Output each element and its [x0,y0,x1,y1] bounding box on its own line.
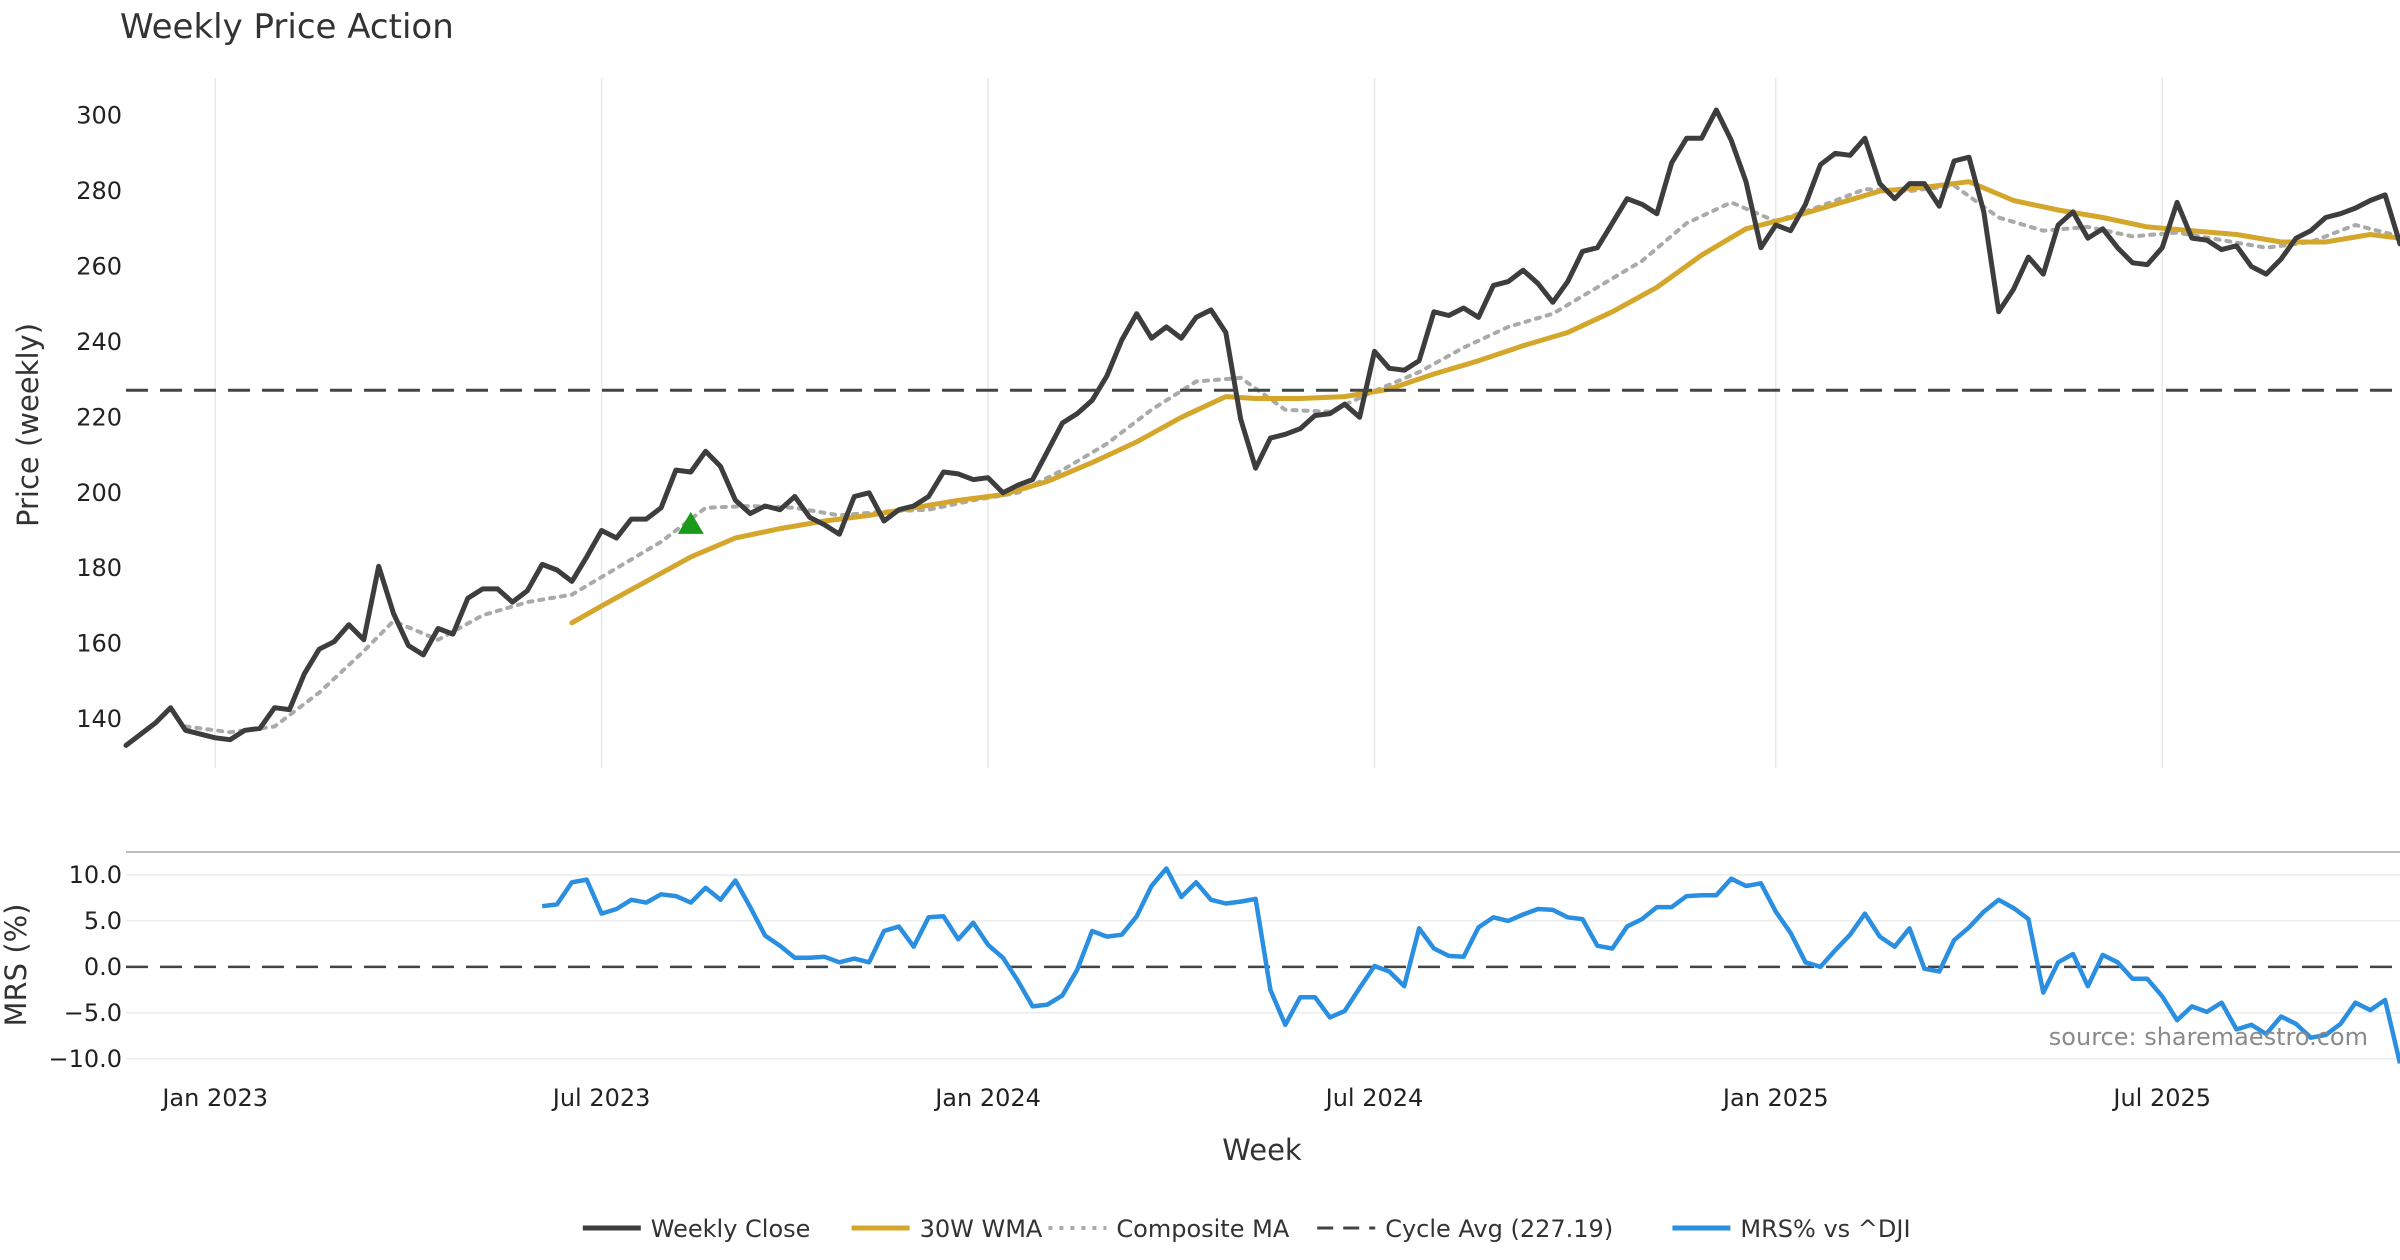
price-y-tick-label: 200 [76,479,122,507]
legend-label: Weekly Close [651,1215,811,1243]
signal-marker [677,511,704,534]
price-y-tick-label: 300 [76,102,122,130]
price-y-tick-label: 260 [76,253,122,281]
legend-label: 30W WMA [920,1215,1043,1243]
mrs-y-tick-label: 0.0 [84,953,122,981]
mrs-y-axis: 10.0 5.0 0.0 −5.0 −10.0 [48,861,122,1073]
mrs-y-tick-label: −10.0 [48,1045,122,1073]
series-weekly-close [123,107,2400,748]
legend-label: Cycle Avg (227.19) [1385,1215,1613,1243]
watermark: source: sharemaestro.com [2049,1023,2368,1051]
mrs-axis-title: MRS (%) [0,904,33,1027]
x-tick-label: Jan 2023 [160,1084,268,1112]
x-tick-label: Jul 2025 [2111,1084,2211,1112]
price-plot-area [123,107,2400,748]
legend-item-mrs-vs-dji: MRS% vs ^DJI [1672,1215,1911,1243]
price-y-tick-label: 240 [76,328,122,356]
price-y-tick-label: 180 [76,554,122,582]
x-tick-label: Jan 2025 [1721,1084,1829,1112]
legend-label: MRS% vs ^DJI [1740,1215,1910,1243]
series-mrs-vs-dji [541,866,2400,1064]
x-axis: Jan 2023 Jul 2023 Jan 2024 Jul 2024 Jan 2025… [160,1084,2211,1112]
price-y-tick-label: 220 [76,403,122,431]
price-axis-title: Price (weekly) [11,323,45,527]
chart-title: Weekly Price Action [120,7,454,47]
legend-item-weekly-close: Weekly Close [582,1215,811,1243]
x-axis-title: Week [1222,1133,1302,1167]
legend-item-cycle-avg-227-19: Cycle Avg (227.19) [1317,1215,1613,1243]
x-tick-label: Jul 2023 [551,1084,651,1112]
legend-item-30w-wma: 30W WMA [851,1215,1043,1243]
mrs-grid [126,851,2400,1060]
mrs-plot-area [541,866,2400,1064]
mrs-y-tick-label: 5.0 [84,907,122,935]
series-composite-ma [183,183,2400,735]
price-y-tick-label: 280 [76,177,122,205]
mrs-y-tick-label: −5.0 [64,999,122,1027]
legend: Weekly Close 30W WMA Composite MA Cycle Avg… [582,1215,1911,1243]
x-tick-label: Jan 2024 [933,1084,1041,1112]
legend-label: Composite MA [1116,1215,1289,1243]
mrs-y-tick-label: 10.0 [69,861,122,889]
price-grid [214,78,2163,768]
x-tick-label: Jul 2024 [1324,1084,1424,1112]
price-y-axis: 140 160 180 200 220 240 260 280 300 [76,102,122,733]
legend-item-composite-ma: Composite MA [1048,1215,1290,1243]
price-y-tick-label: 140 [76,705,122,733]
price-y-tick-label: 160 [76,630,122,658]
series-30w-wma [569,179,2400,626]
